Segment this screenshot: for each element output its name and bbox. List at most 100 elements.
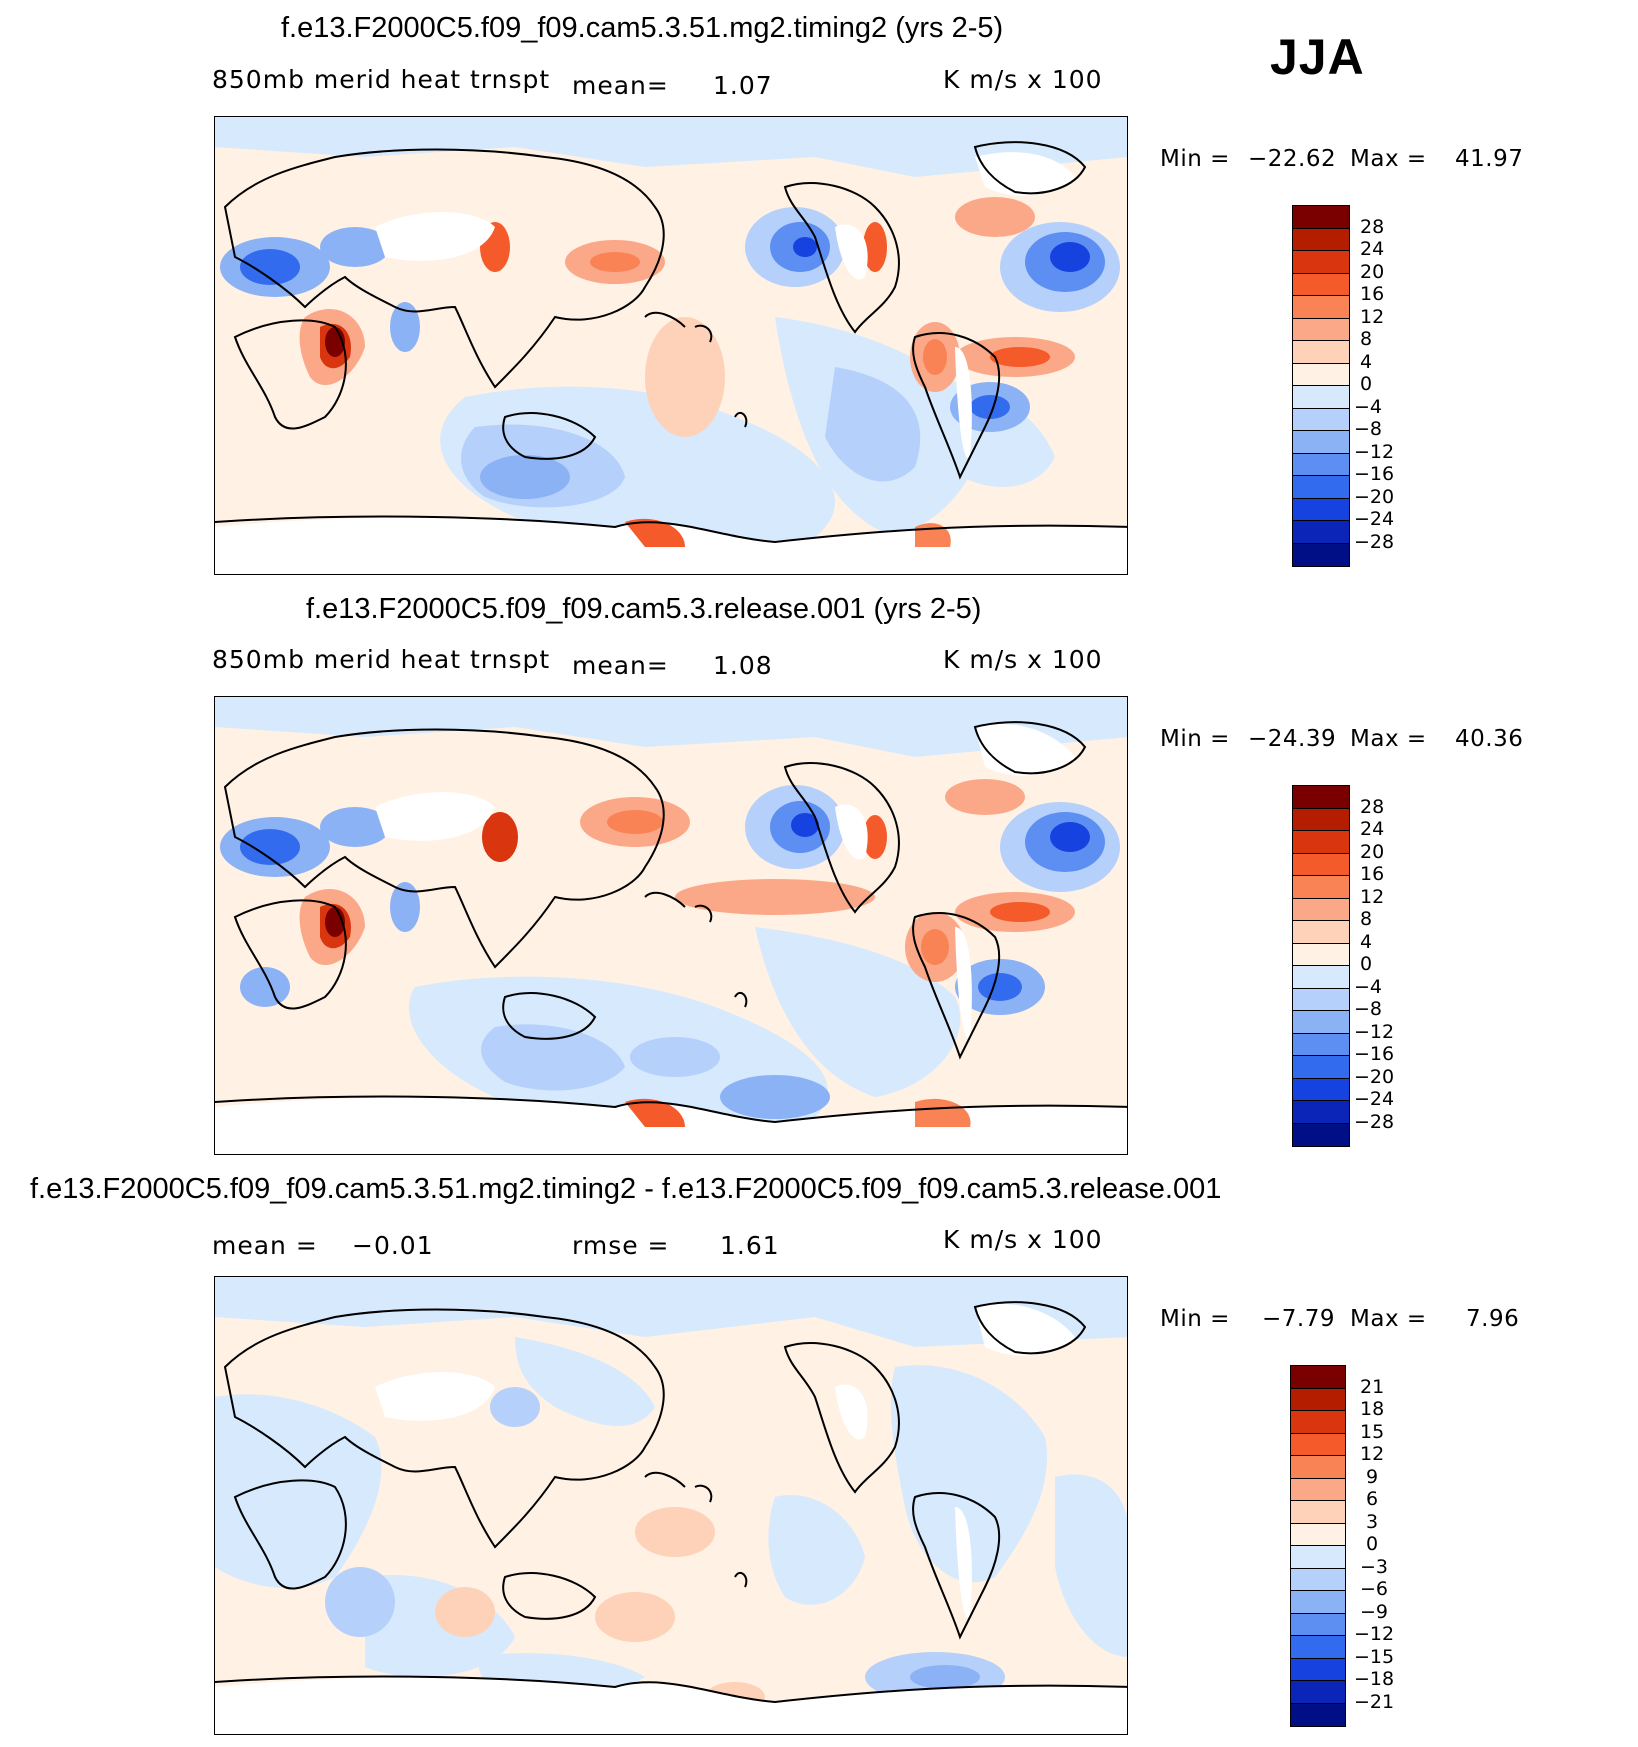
colorbar-swatch [1293, 1123, 1349, 1146]
panel-1-map [214, 116, 1128, 575]
colorbar-swatch [1293, 251, 1349, 274]
colorbar-swatch [1293, 476, 1349, 499]
cbar-1-label: 16 [1360, 283, 1385, 305]
cbar-3-label: −21 [1354, 1691, 1395, 1713]
panel-2-colorbar-labels: 28 24 20 16 12 8 4 0 −4 −8 −12 −16 −20 −… [1354, 785, 1440, 1147]
colorbar-swatch [1293, 831, 1349, 854]
panel-2-min-value: −24.39 [1248, 726, 1337, 752]
cbar-2-label: −28 [1354, 1111, 1395, 1133]
cbar-2-label: 4 [1360, 931, 1373, 953]
panel-2-colorbar [1292, 785, 1350, 1147]
panel-1-max-value: 41.97 [1455, 146, 1524, 172]
colorbar-swatch [1293, 943, 1349, 966]
colorbar-swatch [1293, 898, 1349, 921]
cbar-3-label: 18 [1360, 1398, 1385, 1420]
cbar-2-label: −16 [1354, 1043, 1395, 1065]
panel-1-variable: 850mb merid heat trnspt [212, 65, 551, 94]
cbar-3-label: −3 [1360, 1556, 1389, 1578]
colorbar-swatch [1291, 1523, 1345, 1546]
cbar-2-label: 16 [1360, 863, 1385, 885]
colorbar-swatch [1293, 363, 1349, 386]
cbar-3-label: −18 [1354, 1668, 1395, 1690]
colorbar-swatch [1291, 1478, 1345, 1501]
panel-1-colorbar [1292, 205, 1350, 567]
colorbar-swatch [1293, 966, 1349, 989]
colorbar-swatch [1293, 206, 1349, 229]
colorbar-swatch [1293, 1011, 1349, 1034]
panel-2-min-label: Min = [1160, 726, 1230, 752]
colorbar-swatch [1291, 1568, 1345, 1591]
cbar-3-label: 3 [1366, 1511, 1379, 1533]
cbar-1-label: −20 [1354, 486, 1395, 508]
colorbar-swatch [1291, 1366, 1345, 1389]
cbar-1-label: 24 [1360, 238, 1385, 260]
panel-1-mean-label: mean= [572, 71, 669, 100]
cbar-2-label: 0 [1360, 953, 1373, 975]
cbar-3-label: −9 [1360, 1601, 1389, 1623]
panel-1-title: f.e13.F2000C5.f09_f09.cam5.3.51.mg2.timi… [281, 12, 1004, 44]
cbar-1-label: 12 [1360, 306, 1385, 328]
panel-1-max-label: Max = [1350, 146, 1427, 172]
cbar-2-label: 8 [1360, 908, 1373, 930]
cbar-2-label: 12 [1360, 886, 1385, 908]
panel-3-max-label: Max = [1350, 1306, 1427, 1332]
panel-3-max-value: 7.96 [1466, 1306, 1520, 1332]
colorbar-swatch [1293, 273, 1349, 296]
cbar-3-label: 15 [1360, 1421, 1385, 1443]
colorbar-swatch [1293, 921, 1349, 944]
panel-1-min-label: Min = [1160, 146, 1230, 172]
panel-3-rmse-label: rmse = [572, 1231, 670, 1260]
colorbar-swatch [1293, 498, 1349, 521]
colorbar-swatch [1293, 543, 1349, 566]
colorbar-swatch [1293, 228, 1349, 251]
cbar-1-label: −8 [1354, 418, 1383, 440]
panel-2-max-value: 40.36 [1455, 726, 1524, 752]
colorbar-swatch [1293, 521, 1349, 544]
panel-2-mean-label: mean= [572, 651, 669, 680]
panel-2-max-label: Max = [1350, 726, 1427, 752]
colorbar-swatch [1293, 408, 1349, 431]
panel-3-rmse-value: 1.61 [720, 1231, 780, 1260]
cbar-3-label: −15 [1354, 1646, 1395, 1668]
cbar-2-label: −8 [1354, 998, 1383, 1020]
panel-3-units: K m/s x 100 [943, 1225, 1103, 1254]
panel-3-colorbar-labels: 21 18 15 12 9 6 3 0 −3 −6 −9 −12 −15 −18… [1354, 1365, 1440, 1727]
cbar-2-label: −4 [1354, 976, 1383, 998]
colorbar-swatch [1293, 808, 1349, 831]
cbar-1-label: −28 [1354, 531, 1395, 553]
colorbar-swatch [1293, 453, 1349, 476]
panel-3-colorbar [1290, 1365, 1346, 1727]
colorbar-swatch [1291, 1703, 1345, 1726]
panel-2-variable: 850mb merid heat trnspt [212, 645, 551, 674]
panel-3-min-value: −7.79 [1262, 1306, 1335, 1332]
colorbar-swatch [1293, 318, 1349, 341]
colorbar-swatch [1291, 1591, 1345, 1614]
cbar-1-label: 0 [1360, 373, 1373, 395]
colorbar-swatch [1293, 431, 1349, 454]
colorbar-swatch [1291, 1456, 1345, 1479]
panel-1-colorbar-labels: 28 24 20 16 12 8 4 0 −4 −8 −12 −16 −20 −… [1354, 205, 1440, 567]
colorbar-swatch [1291, 1411, 1345, 1434]
colorbar-swatch [1293, 296, 1349, 319]
colorbar-swatch [1291, 1658, 1345, 1681]
season-label: JJA [1270, 29, 1365, 85]
panel-3-mean-value: −0.01 [352, 1231, 434, 1260]
cbar-3-label: 0 [1366, 1533, 1379, 1555]
panel-3-map [214, 1276, 1128, 1735]
panel-3-min-label: Min = [1160, 1306, 1230, 1332]
panel-3-mean-label: mean = [212, 1231, 318, 1260]
colorbar-swatch [1293, 1101, 1349, 1124]
colorbar-swatch [1293, 853, 1349, 876]
cbar-1-label: 28 [1360, 216, 1385, 238]
colorbar-swatch [1291, 1388, 1345, 1411]
cbar-2-label: 24 [1360, 818, 1385, 840]
cbar-1-label: 20 [1360, 261, 1385, 283]
cbar-2-label: 28 [1360, 796, 1385, 818]
colorbar-swatch [1291, 1546, 1345, 1569]
panel-2-title: f.e13.F2000C5.f09_f09.cam5.3.release.001… [306, 593, 982, 625]
cbar-1-label: −16 [1354, 463, 1395, 485]
colorbar-swatch [1293, 1078, 1349, 1101]
cbar-2-label: −12 [1354, 1021, 1395, 1043]
panel-2-map [214, 696, 1128, 1155]
colorbar-swatch [1291, 1636, 1345, 1659]
